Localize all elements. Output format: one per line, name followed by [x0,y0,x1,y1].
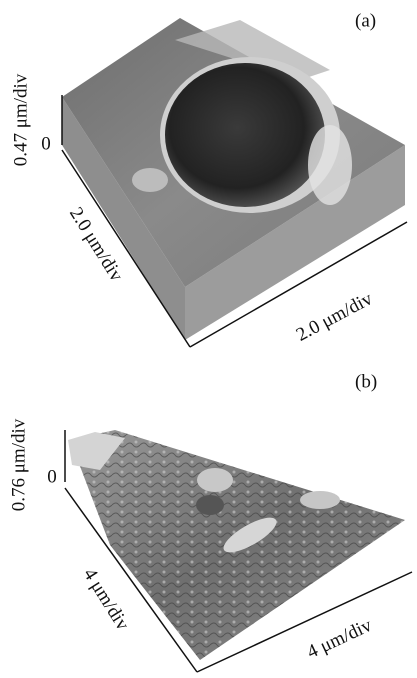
panel-label: (a) [355,10,376,31]
z-zero-label: 0 [47,466,57,487]
z-axis-label: 0.47 μm/div [10,73,31,166]
page: (a) 0 0.47 μm/div 2.0 μm/div 2.0 μm/div … [0,0,417,678]
x-axis-label: 4 μm/div [304,615,376,663]
figure: (a) 0 0.47 μm/div 2.0 μm/div 2.0 μm/div … [0,0,417,678]
z-zero-label: 0 [41,133,51,154]
panel-label: (b) [355,371,377,392]
afm-surface-a [62,18,405,340]
x-axis-label: 2.0 μm/div [293,288,377,346]
y-axis-label: 4 μm/div [79,565,134,635]
z-axis-label: 0.76 μm/div [8,418,29,511]
